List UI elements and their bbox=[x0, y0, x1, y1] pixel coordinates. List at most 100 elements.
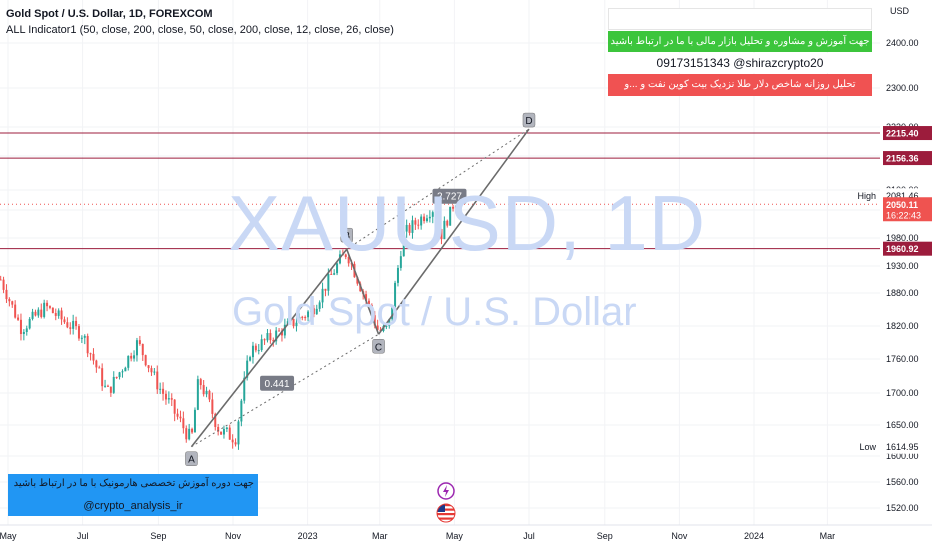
candle-body bbox=[5, 289, 8, 300]
symbol-title[interactable]: Gold Spot / U.S. Dollar, 1D, FOREXCOM bbox=[6, 8, 213, 20]
candle-body bbox=[333, 273, 336, 275]
lightning-icon[interactable] bbox=[437, 482, 455, 500]
candle-body bbox=[170, 398, 173, 400]
leg-ab bbox=[190, 248, 348, 448]
candle-body bbox=[214, 413, 217, 427]
candle-body bbox=[254, 345, 257, 351]
candle-body bbox=[164, 393, 167, 400]
candle-body bbox=[385, 326, 388, 328]
x-tick-label: Sep bbox=[150, 531, 166, 541]
candle-body bbox=[89, 353, 92, 355]
candle-body bbox=[257, 350, 260, 352]
x-tick-label: 2024 bbox=[744, 531, 764, 541]
promo-green: جهت آموزش و مشاوره و تحلیل بازار مالی با… bbox=[608, 31, 872, 52]
diag-ac bbox=[191, 333, 379, 448]
candle-body bbox=[283, 324, 286, 336]
y-tick-label: 1930.00 bbox=[886, 261, 919, 271]
candle-body bbox=[405, 224, 408, 232]
candle-body bbox=[260, 339, 263, 351]
plain-price-text: 2081.46 bbox=[886, 191, 919, 201]
level-price-tag bbox=[883, 126, 932, 141]
ratio-label[interactable]: 2.727 bbox=[437, 192, 462, 203]
candle-body bbox=[367, 300, 370, 305]
candle-body bbox=[127, 355, 130, 368]
point-label-bg bbox=[372, 339, 385, 354]
candle-body bbox=[17, 317, 20, 320]
promo-course-handle: @crypto_analysis_ir bbox=[83, 500, 183, 512]
price-tag-label-high: High bbox=[857, 191, 876, 201]
candle-body bbox=[69, 327, 72, 329]
candle-body bbox=[43, 302, 46, 317]
level-price-text: 2156.36 bbox=[886, 154, 919, 164]
point-label-c[interactable]: C bbox=[375, 342, 382, 353]
level-price-text: 1960.92 bbox=[886, 244, 919, 254]
point-label-a[interactable]: A bbox=[188, 455, 195, 466]
candle-body bbox=[115, 376, 118, 378]
candle-body bbox=[130, 355, 133, 359]
candle-body bbox=[388, 319, 391, 327]
ratio-label[interactable]: 0.441 bbox=[265, 379, 290, 390]
candle-body bbox=[0, 279, 2, 281]
candle-body bbox=[272, 340, 275, 342]
diag-bd bbox=[346, 128, 530, 250]
candle-body bbox=[159, 388, 162, 390]
candle-body bbox=[83, 335, 86, 338]
price-axis[interactable]: USD 1520.00 1560.00 1600.00 1650.00 1700.00 17… bbox=[857, 0, 932, 550]
candle-body bbox=[40, 309, 43, 317]
x-tick-label: Nov bbox=[225, 531, 242, 541]
candle-body bbox=[249, 357, 252, 361]
candle-body bbox=[280, 330, 283, 336]
price-axis-bg bbox=[880, 0, 932, 550]
candle-body bbox=[72, 320, 75, 329]
candle-body bbox=[251, 345, 254, 358]
candle-body bbox=[217, 426, 220, 432]
current-price-text: 2050.11 bbox=[886, 200, 918, 210]
candle-body bbox=[263, 339, 266, 341]
candle-body bbox=[428, 216, 431, 219]
candle-body bbox=[440, 228, 443, 240]
candle-body bbox=[425, 218, 428, 222]
candle-body bbox=[57, 310, 60, 316]
candle-body bbox=[106, 385, 109, 387]
candle-body bbox=[205, 390, 208, 395]
candle-body bbox=[330, 273, 333, 275]
candle-body bbox=[275, 330, 278, 342]
candle-body bbox=[301, 316, 304, 318]
candle-body bbox=[144, 355, 147, 366]
point-label-bg bbox=[522, 112, 536, 128]
candle-body bbox=[309, 308, 312, 312]
price-tag-label-low: Low bbox=[859, 442, 876, 452]
candle-body bbox=[92, 353, 95, 361]
candle-body bbox=[222, 429, 225, 435]
candle-body bbox=[437, 221, 440, 229]
x-tick-label: Sep bbox=[597, 531, 613, 541]
level-price-text: 2215.40 bbox=[886, 129, 919, 139]
candle-body bbox=[133, 355, 136, 359]
point-label-b[interactable]: B bbox=[343, 231, 350, 242]
candle-body bbox=[77, 326, 80, 339]
candle-body bbox=[376, 325, 379, 330]
time-axis[interactable]: May Jul Sep Nov 2023 Mar May Jul Sep Nov 2024 Mar bbox=[0, 524, 932, 541]
candle-body bbox=[156, 371, 159, 390]
candle-body bbox=[179, 416, 182, 419]
candle-body bbox=[162, 388, 165, 394]
y-tick-label: 1760.00 bbox=[886, 354, 919, 364]
candle-body bbox=[327, 273, 330, 291]
candle-body bbox=[118, 372, 121, 378]
candle-body bbox=[98, 367, 101, 369]
candle-body bbox=[307, 311, 310, 318]
candle-body bbox=[408, 224, 411, 233]
y-tick-label: 1980.00 bbox=[886, 233, 919, 243]
point-label-d[interactable]: D bbox=[525, 116, 532, 127]
harmonic-pattern[interactable]: A B C D 0.441 2.727 bbox=[185, 112, 536, 466]
candle-body bbox=[449, 206, 452, 226]
x-tick-label: 2023 bbox=[298, 531, 318, 541]
us-flag-icon[interactable] bbox=[436, 503, 456, 523]
ratio-label-bg bbox=[260, 375, 295, 391]
y-tick-label: 1820.00 bbox=[886, 321, 919, 331]
indicator-legend[interactable]: ALL Indicator1 (50, close, 200, close, 5… bbox=[6, 24, 394, 36]
candle-body bbox=[298, 316, 301, 323]
ratio-label-bg bbox=[432, 188, 467, 204]
x-tick-label: Jul bbox=[523, 531, 535, 541]
